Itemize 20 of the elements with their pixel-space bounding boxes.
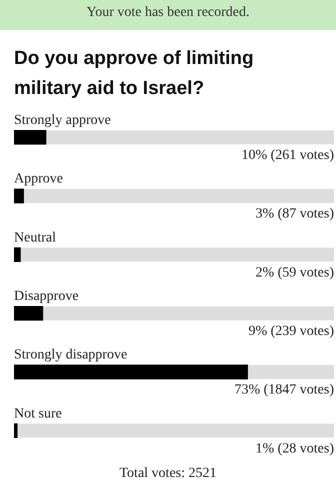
y-tick-label: Disapprove [14,289,79,304]
y-tick-label: Strongly approve [14,113,111,128]
text: Your vote has been recorded. [0,0,336,30]
bar [14,247,21,262]
data-label: 2% (59 votes) [255,265,334,280]
y-tick-label: Strongly disapprove [14,348,128,363]
data-label: 10% (261 votes) [241,148,334,164]
annotation: Total votes: 2521 [118,466,218,482]
y-tick-label: Approve [14,172,63,187]
y-tick-label: Neutral [14,230,56,246]
chart-title: Do you approve of limiting military aid to Israel? [13,47,255,101]
bar [14,188,24,204]
data-label: 1% (28 votes) [255,441,334,456]
data-label: 9% (239 votes) [248,324,334,340]
bar [14,130,46,145]
y-tick-label: Not sure [14,406,62,422]
data-label: 73% (1847 votes) [234,382,334,398]
data-label: 3% (87 votes) [255,206,334,222]
bar [14,423,18,438]
bar [14,306,44,321]
